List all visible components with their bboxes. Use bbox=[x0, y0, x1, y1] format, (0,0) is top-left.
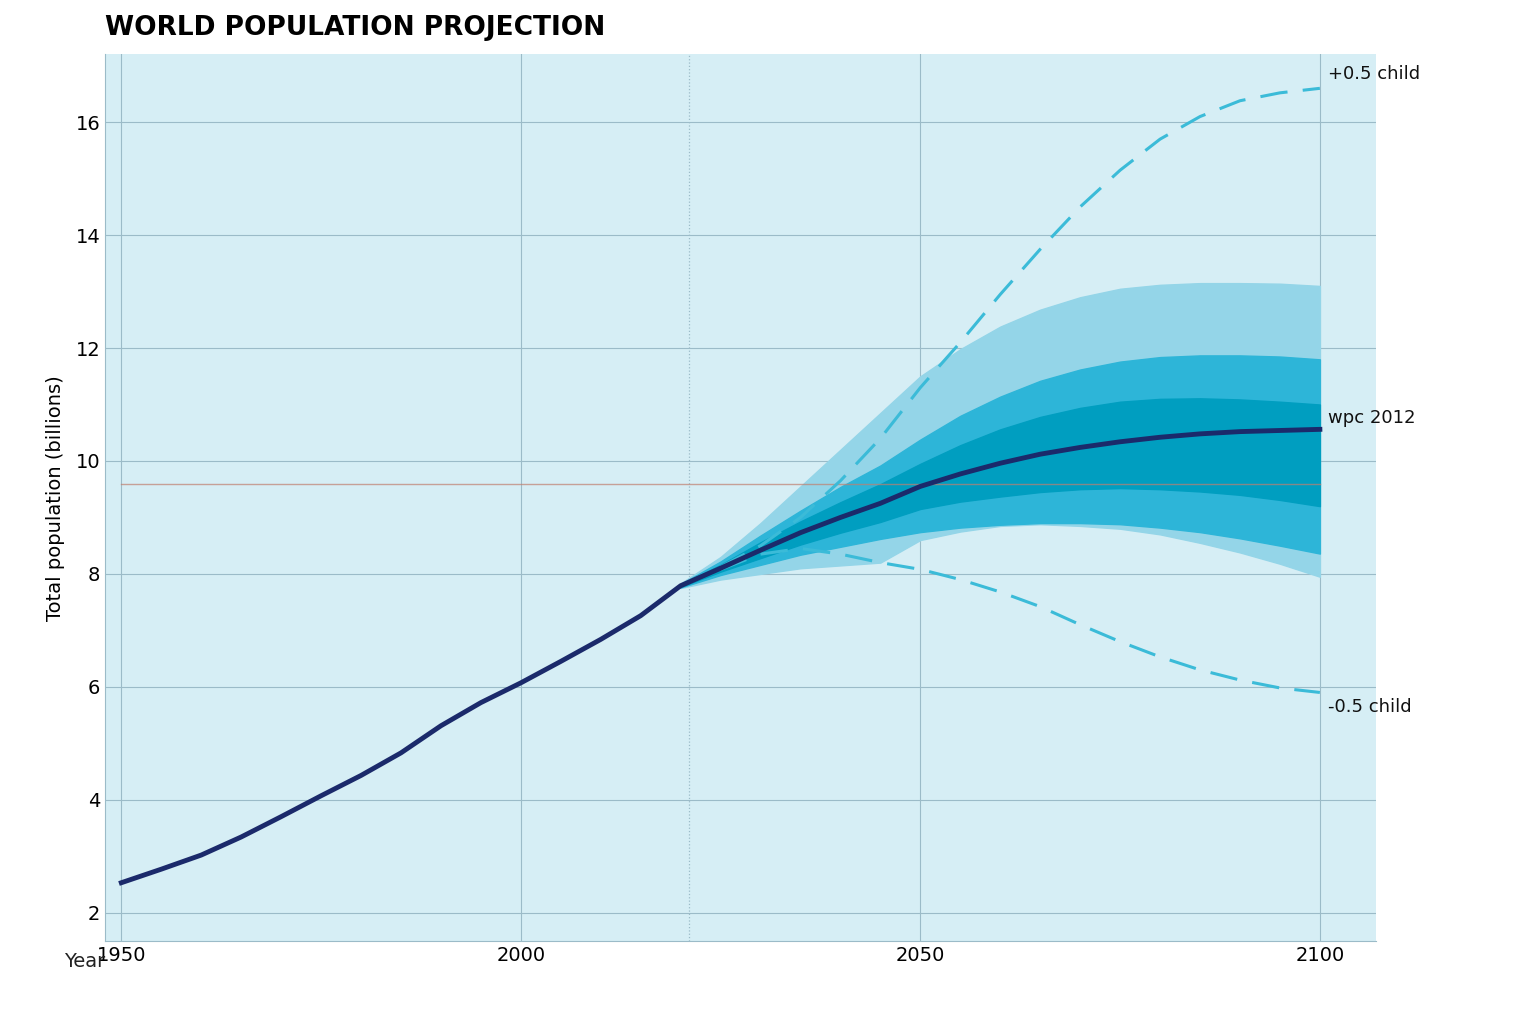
Text: wpc 2012: wpc 2012 bbox=[1328, 408, 1415, 427]
Text: -0.5 child: -0.5 child bbox=[1328, 698, 1412, 716]
Y-axis label: Total population (billions): Total population (billions) bbox=[46, 374, 64, 621]
Text: Year: Year bbox=[64, 952, 106, 972]
Text: WORLD POPULATION PROJECTION: WORLD POPULATION PROJECTION bbox=[106, 15, 606, 41]
Text: +0.5 child: +0.5 child bbox=[1328, 65, 1420, 83]
